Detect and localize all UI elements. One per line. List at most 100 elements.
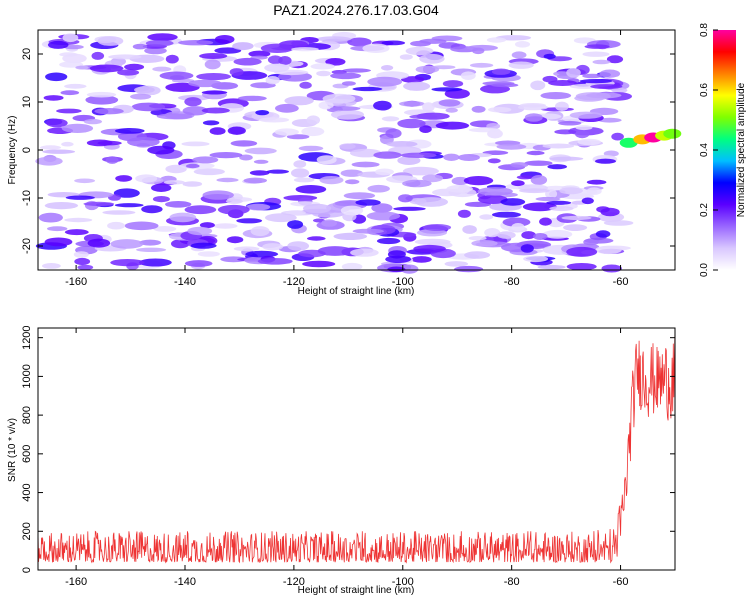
heatmap-blob — [350, 248, 379, 257]
spectrogram-frame — [37, 29, 676, 271]
heatmap-blob — [409, 114, 438, 120]
heatmap-blob — [539, 217, 552, 226]
heatmap-blob — [457, 209, 471, 218]
heatmap-blob — [586, 92, 622, 99]
heatmap-blob — [401, 76, 425, 83]
heatmap-blob — [457, 154, 480, 161]
heatmap-blob — [196, 73, 232, 81]
y-tick-label: 800 — [21, 406, 33, 424]
heatmap-blob — [47, 226, 68, 232]
heatmap-blob — [184, 260, 213, 267]
heatmap-blob — [35, 156, 63, 166]
heatmap-blob — [376, 237, 401, 245]
heatmap-blob — [117, 69, 140, 76]
x-tick-label: -100 — [392, 576, 414, 588]
heatmap-blob — [45, 118, 68, 128]
heatmap-blob — [42, 149, 76, 154]
heatmap-blob — [579, 79, 613, 84]
heatmap-blob — [181, 141, 210, 147]
heatmap-blob — [318, 101, 334, 110]
heatmap-blob — [352, 228, 384, 234]
heatmap-blob — [220, 256, 247, 263]
heatmap-blob — [169, 212, 197, 223]
heatmap-blob — [113, 188, 140, 198]
heatmap-blob — [86, 91, 117, 98]
heatmap-blob — [77, 264, 94, 271]
heatmap-blob — [56, 108, 82, 114]
heatmap-blob — [398, 194, 413, 203]
heatmap-blob — [105, 156, 119, 164]
y-tick-label: 200 — [21, 522, 33, 540]
heatmap-blob — [38, 212, 63, 223]
heatmap-blob — [147, 33, 178, 41]
heatmap-blob — [530, 80, 546, 91]
heatmap-blob — [385, 128, 402, 139]
heatmap-blob — [471, 240, 498, 247]
heatmap-blob — [317, 246, 353, 256]
heatmap-blob — [147, 145, 175, 155]
heatmap-blob — [325, 58, 346, 66]
heatmap-blob — [217, 204, 250, 215]
heatmap-blob — [124, 221, 159, 231]
heatmap-blob — [202, 120, 220, 126]
y-tick-label: 0 — [21, 567, 33, 573]
heatmap-blob — [114, 203, 144, 208]
heatmap-blob — [341, 262, 363, 271]
heatmap-blob — [262, 243, 284, 251]
x-tick-label: -60 — [613, 276, 629, 288]
y-tick-label: 1200 — [21, 325, 33, 349]
heatmap-blob — [491, 83, 519, 88]
heatmap-blob — [549, 156, 584, 161]
heatmap-blob — [229, 68, 244, 76]
heatmap-blob — [306, 115, 320, 125]
heatmap-blob — [74, 257, 91, 266]
heatmap-blob — [110, 259, 145, 267]
heatmap-blob — [250, 226, 270, 237]
heatmap-blob — [209, 152, 243, 159]
heatmap-blob — [373, 100, 392, 111]
heatmap-blob — [419, 38, 447, 44]
heatmap-blob — [575, 125, 593, 131]
heatmap-blob — [42, 263, 61, 269]
heatmap-blob — [144, 47, 167, 55]
heatmap-blob — [85, 95, 119, 105]
colorbar-tick-label: 0.8 — [699, 23, 710, 37]
heatmap-blob — [43, 95, 64, 101]
heatmap-blob — [60, 90, 80, 96]
heatmap-blob — [291, 168, 310, 178]
heatmap-blob — [592, 59, 611, 65]
heatmap-blob — [225, 198, 243, 204]
heatmap-blob — [472, 47, 485, 55]
heatmap-blob — [540, 92, 572, 100]
heatmap-blob — [184, 205, 217, 215]
heatmap-blob — [411, 256, 432, 263]
heatmap-blob — [355, 199, 381, 206]
heatmap-blob — [586, 179, 607, 185]
heatmap-blob — [514, 41, 531, 48]
heatmap-blob — [520, 244, 534, 253]
heatmap-blob — [192, 156, 219, 164]
heatmap-blob — [595, 230, 611, 238]
colorbar-tick-label: 0.0 — [699, 263, 710, 277]
heatmap-blob — [131, 102, 166, 112]
heatmap-blob — [316, 155, 337, 165]
heatmap-blob — [110, 239, 144, 249]
heatmap-blob — [216, 177, 239, 183]
heatmap-blob — [477, 187, 513, 196]
heatmap-blob — [287, 241, 310, 251]
heatmap-blob — [487, 158, 501, 164]
heatmap-blob — [237, 95, 267, 102]
heatmap-blob — [559, 187, 583, 195]
heatmap-blob — [543, 53, 556, 60]
signal-point — [619, 137, 638, 148]
heatmap-blob — [599, 69, 621, 78]
heatmap-blob — [62, 33, 79, 43]
signal-point — [663, 128, 682, 139]
heatmap-blob — [107, 221, 126, 230]
heatmap-blob — [366, 211, 401, 221]
heatmap-blob — [523, 255, 549, 263]
heatmap-blob — [381, 116, 400, 122]
heatmap-blob — [178, 40, 214, 46]
heatmap-blob — [249, 170, 270, 176]
heatmap-blob — [236, 218, 263, 224]
